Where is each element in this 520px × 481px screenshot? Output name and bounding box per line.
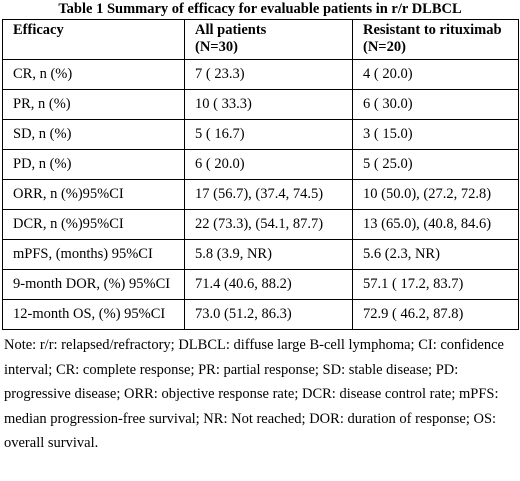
metric-cell: PR, n (%) [2, 89, 185, 120]
all-patients-cell: 10 ( 33.3) [184, 89, 353, 120]
metric-cell: SD, n (%) [2, 119, 185, 150]
efficacy-table: Efficacy All patients (N=30) Resistant t… [2, 19, 519, 330]
resistant-cell: 10 (50.0), (27.2, 72.8) [352, 179, 519, 210]
resistant-cell: 5.6 (2.3, NR) [352, 239, 519, 270]
resistant-cell: 5 ( 25.0) [352, 149, 519, 180]
metric-cell: CR, n (%) [2, 59, 185, 90]
metric-cell: 12-month OS, (%) 95%CI [2, 299, 185, 330]
table-row: PD, n (%) 6 ( 20.0) 5 ( 25.0) [2, 149, 519, 180]
all-patients-cell: 73.0 (51.2, 86.3) [184, 299, 353, 330]
all-patients-cell: 17 (56.7), (37.4, 74.5) [184, 179, 353, 210]
resistant-cell: 3 ( 15.0) [352, 119, 519, 150]
table-row: mPFS, (months) 95%CI 5.8 (3.9, NR) 5.6 (2.… [2, 239, 519, 270]
table-row: 12-month OS, (%) 95%CI 73.0 (51.2, 86.3) 7… [2, 299, 519, 330]
resistant-cell: 13 (65.0), (40.8, 84.6) [352, 209, 519, 240]
all-patients-cell: 22 (73.3), (54.1, 87.7) [184, 209, 353, 240]
table-row: CR, n (%) 7 ( 23.3) 4 ( 20.0) [2, 59, 519, 90]
table-footnote: Note: r/r: relapsed/refractory; DLBCL: d… [4, 337, 504, 451]
metric-cell: PD, n (%) [2, 149, 185, 180]
table-row: DCR, n (%)95%CI 22 (73.3), (54.1, 87.7) 13… [2, 209, 519, 240]
all-patients-cell: 7 ( 23.3) [184, 59, 353, 90]
table-row: SD, n (%) 5 ( 16.7) 3 ( 15.0) [2, 119, 519, 150]
header-resistant-rituximab: Resistant to rituximab (N=20) [352, 19, 519, 60]
resistant-cell: 6 ( 30.0) [352, 89, 519, 120]
table-row: 9-month DOR, (%) 95%CI 71.4 (40.6, 88.2) 5… [2, 269, 519, 300]
metric-cell: 9-month DOR, (%) 95%CI [2, 269, 185, 300]
resistant-cell: 57.1 ( 17.2, 83.7) [352, 269, 519, 300]
metric-cell: DCR, n (%)95%CI [2, 209, 185, 240]
header-all-patients-n: (N=30) [195, 39, 238, 55]
resistant-cell: 4 ( 20.0) [352, 59, 519, 90]
document-page: Table 1 Summary of efficacy for evaluabl… [2, 1, 519, 456]
header-resistant-label: Resistant to rituximab [363, 22, 502, 38]
table-row: ORR, n (%)95%CI 17 (56.7), (37.4, 74.5) 10… [2, 179, 519, 210]
header-all-patients: All patients (N=30) [184, 19, 353, 60]
all-patients-cell: 6 ( 20.0) [184, 149, 353, 180]
resistant-cell: 72.9 ( 46.2, 87.8) [352, 299, 519, 330]
header-resistant-n: (N=20) [363, 39, 406, 55]
all-patients-cell: 5 ( 16.7) [184, 119, 353, 150]
metric-cell: mPFS, (months) 95%CI [2, 239, 185, 270]
table-body: CR, n (%) 7 ( 23.3) 4 ( 20.0) PR, n (%) 10 (… [2, 59, 519, 330]
header-all-patients-label: All patients [195, 22, 267, 38]
table-header-row: Efficacy All patients (N=30) Resistant t… [2, 19, 519, 60]
table-row: PR, n (%) 10 ( 33.3) 6 ( 30.0) [2, 89, 519, 120]
all-patients-cell: 71.4 (40.6, 88.2) [184, 269, 353, 300]
table-title: Table 1 Summary of efficacy for evaluabl… [58, 1, 462, 17]
metric-cell: ORR, n (%)95%CI [2, 179, 185, 210]
header-efficacy: Efficacy [2, 19, 185, 60]
header-efficacy-label: Efficacy [13, 22, 64, 38]
all-patients-cell: 5.8 (3.9, NR) [184, 239, 353, 270]
